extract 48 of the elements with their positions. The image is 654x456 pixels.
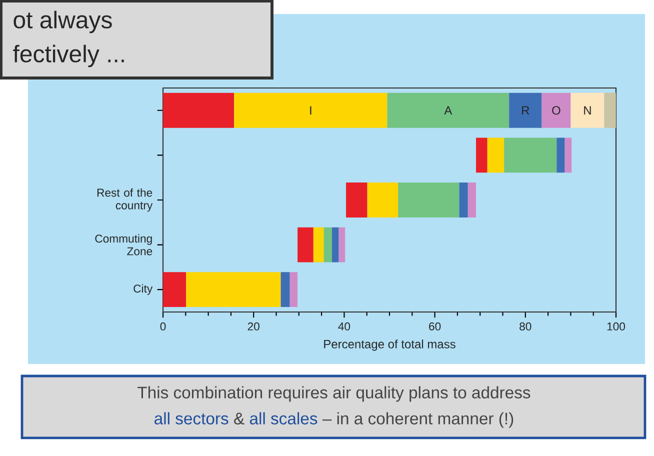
bar	[509, 92, 542, 128]
x-tick-label: 40	[338, 322, 350, 330]
text: This combination requires air quality plans to address	[138, 386, 530, 402]
text: fectively ...	[13, 44, 124, 68]
text: – in a coherent manner (!)	[322, 412, 514, 428]
bar	[487, 138, 504, 173]
bar	[398, 182, 460, 218]
bar	[459, 182, 468, 218]
bar	[468, 182, 476, 218]
x-tick-label: 20	[248, 322, 260, 330]
bar	[346, 182, 368, 218]
text: all scales	[250, 412, 318, 424]
x-tick-label: 0	[160, 322, 166, 330]
text: ot always	[14, 10, 112, 34]
x-tick-label: 80	[520, 322, 532, 330]
annotation: R	[522, 106, 530, 115]
bar	[234, 92, 388, 128]
bar	[338, 227, 346, 262]
annotation: A	[444, 106, 452, 115]
bar	[290, 272, 298, 308]
bar	[280, 272, 290, 308]
bar	[556, 138, 565, 173]
annotation: N	[584, 106, 591, 115]
y-tick-label: Commuting Zone	[95, 234, 152, 256]
bar	[570, 92, 604, 128]
bar	[504, 138, 557, 173]
bar	[564, 138, 572, 173]
annotation: O	[552, 106, 560, 115]
bar	[186, 272, 281, 308]
annotation: I	[310, 106, 312, 115]
text: &	[234, 412, 244, 424]
bar	[163, 92, 234, 128]
bar	[367, 182, 398, 218]
text: all sectors	[154, 412, 228, 424]
bar	[604, 92, 616, 128]
x-tick-label: 100	[607, 322, 625, 330]
bar	[387, 92, 510, 128]
bar	[324, 227, 332, 262]
bar	[313, 227, 324, 262]
bar	[542, 92, 571, 128]
bar	[298, 227, 314, 262]
bar	[476, 138, 488, 173]
y-tick-label: City	[134, 284, 153, 295]
x-axis-title: Percentage of total mass	[324, 340, 456, 351]
x-tick-label: 60	[429, 322, 441, 330]
bar	[163, 272, 186, 308]
bar	[332, 227, 339, 262]
y-tick-label: Rest of the country	[97, 188, 153, 212]
